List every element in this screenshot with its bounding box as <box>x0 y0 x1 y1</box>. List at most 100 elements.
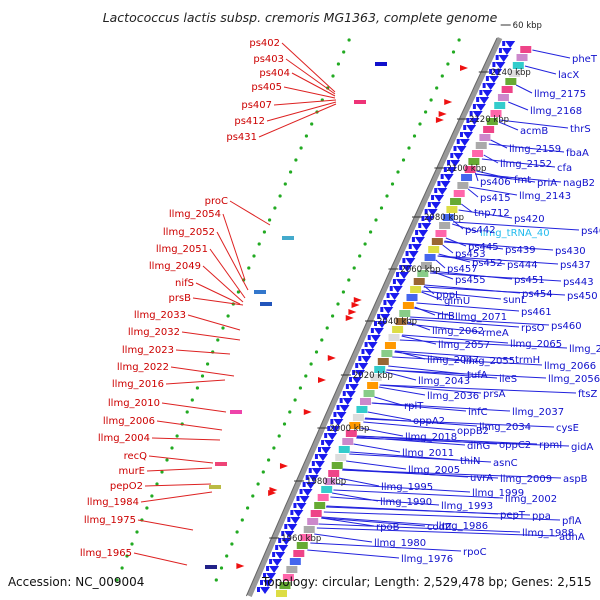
gc-dot <box>267 458 271 462</box>
reverse-gene-arrow <box>488 76 499 83</box>
forward-gene-label: ps405 <box>251 82 282 93</box>
leader-line-reverse <box>394 350 514 360</box>
reverse-gene-block <box>348 377 352 382</box>
reverse-gene-label: ps442 <box>465 225 496 236</box>
reverse-gene-arrow <box>459 139 470 146</box>
gc-dot <box>325 326 329 330</box>
reverse-gene-label: rplT <box>404 401 424 412</box>
reverse-gene-arrow <box>296 503 307 510</box>
backbone-arc <box>247 36 503 597</box>
gc-dot <box>358 254 362 258</box>
gc-dot <box>261 470 265 474</box>
reverse-gene-block <box>427 202 431 207</box>
leader-line-reverse <box>474 173 562 183</box>
leader-lines <box>133 42 580 566</box>
reverse-gene-label: thiN <box>460 456 481 467</box>
annotation-block <box>286 566 298 573</box>
gc-dot <box>185 410 189 414</box>
annotation-block <box>399 310 411 317</box>
gc-dot <box>304 374 308 378</box>
annotation-block <box>310 510 322 517</box>
leader-line-forward <box>148 455 214 464</box>
reverse-gene-label: llmg_2175 <box>534 89 586 100</box>
reverse-gene-label: pheT <box>572 54 598 65</box>
gc-dot <box>418 122 422 126</box>
annotation-block <box>381 350 393 357</box>
annotation-block <box>461 174 473 181</box>
forward-gene-block <box>375 62 387 66</box>
forward-gene-block <box>282 236 294 240</box>
leader-line-forward <box>146 467 213 472</box>
leader-line-forward <box>137 519 194 531</box>
leader-line-reverse <box>321 517 375 527</box>
leader-line-forward <box>144 483 212 487</box>
reverse-gene-block <box>418 223 422 228</box>
reverse-gene-block <box>411 237 415 242</box>
gc-dot <box>347 278 351 282</box>
leader-line-forward <box>229 200 271 226</box>
forward-gene-arrow <box>444 99 453 105</box>
scale-tick-label: 2100 kbp <box>446 164 486 174</box>
reverse-gene-block <box>296 496 300 501</box>
reverse-gene-arrow <box>367 342 378 349</box>
reverse-gene-arrow <box>405 258 416 265</box>
reverse-gene-block <box>459 132 463 137</box>
reverse-gene-label: glmU <box>444 296 470 307</box>
reverse-gene-arrow <box>492 69 503 76</box>
feature-track <box>257 41 532 597</box>
forward-gene-arrow <box>353 297 362 303</box>
gc-dot <box>150 494 154 498</box>
reverse-gene-arrow <box>440 181 451 188</box>
reverse-gene-arrow <box>373 328 384 335</box>
annotation-block <box>457 182 469 189</box>
annotation-block <box>505 78 517 85</box>
reverse-gene-block <box>263 573 267 578</box>
reverse-gene-arrow <box>275 552 286 559</box>
forward-gene-arrow <box>345 315 354 321</box>
reverse-gene-label: ps406 <box>480 177 511 188</box>
annotation-block <box>486 118 498 125</box>
gc-dot <box>293 398 297 402</box>
forward-gene-arrow <box>303 409 312 415</box>
reverse-gene-arrow <box>269 566 280 573</box>
gc-dot <box>170 446 174 450</box>
gc-dot <box>195 386 199 390</box>
leader-line-reverse <box>321 516 435 526</box>
reverse-gene-arrow <box>302 489 313 496</box>
leader-line-forward <box>170 366 235 377</box>
annotation-block <box>349 422 361 429</box>
forward-gene-label: llmg_2004 <box>98 433 150 444</box>
reverse-gene-label: llmg_1980 <box>374 538 426 549</box>
annotation-block <box>395 318 407 325</box>
reverse-gene-block <box>380 307 384 312</box>
gc-dot <box>221 326 225 330</box>
reverse-gene-block <box>367 335 371 340</box>
reverse-gene-label: llmg_2152 <box>500 159 552 170</box>
reverse-gene-arrow <box>485 83 496 90</box>
gc-dot <box>190 398 194 402</box>
scale-tick-label: 2060 kbp <box>400 265 440 275</box>
reverse-gene-arrow <box>399 272 410 279</box>
reverse-gene-label: prsA <box>483 389 506 400</box>
annotation-block <box>321 486 333 493</box>
forward-gene-label: llmg_2049 <box>149 261 201 272</box>
leader-line-reverse <box>410 316 550 326</box>
reverse-gene-arrow <box>479 97 490 104</box>
annotation-block <box>317 494 329 501</box>
reverse-gene-label: llmg_2034 <box>479 422 531 433</box>
leader-line-forward <box>209 248 246 299</box>
reverse-gene-block <box>278 538 282 543</box>
leader-line-reverse <box>467 188 479 198</box>
leader-line-reverse <box>363 421 456 431</box>
reverse-gene-arrow <box>336 412 347 419</box>
leader-line-forward <box>133 552 188 566</box>
reverse-gene-arrow <box>475 104 486 111</box>
reverse-gene-label: llmg_2062 <box>432 326 484 337</box>
gc-dot <box>262 230 266 234</box>
annotation-block <box>345 430 357 437</box>
genome-summary-text: Topology: circular; Length: 2,529,478 bp… <box>261 575 592 589</box>
annotation-block <box>370 374 382 381</box>
leader-line-reverse <box>346 460 407 470</box>
reverse-gene-arrow <box>434 195 445 202</box>
reverse-gene-block <box>421 216 425 221</box>
